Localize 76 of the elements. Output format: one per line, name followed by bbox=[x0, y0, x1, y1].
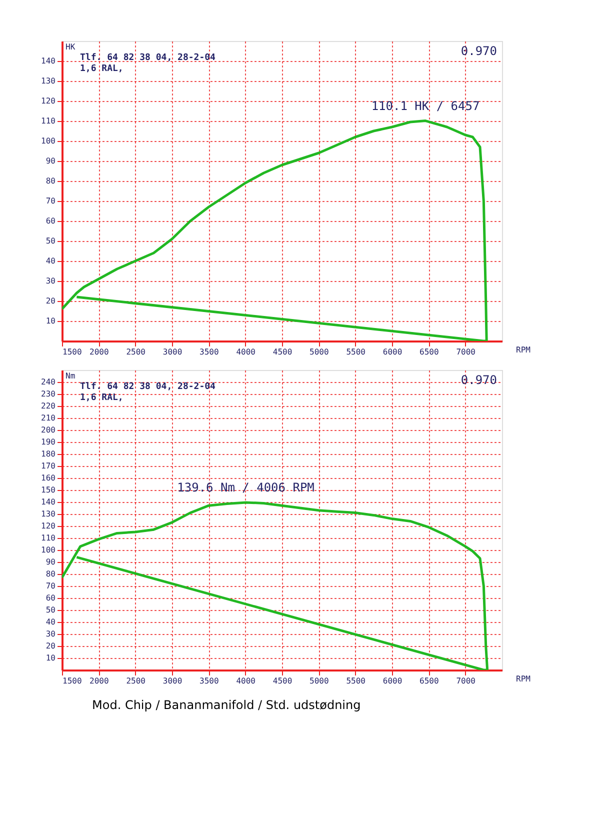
x-tick-label: 2500 bbox=[126, 348, 146, 356]
line-series bbox=[62, 120, 488, 341]
y-tick-label: 140 bbox=[41, 498, 56, 506]
y-tick-label: 230 bbox=[41, 390, 56, 398]
y-tick-label: 60 bbox=[46, 216, 56, 226]
y-tick-label: 30 bbox=[46, 276, 56, 286]
y-tick-label: 150 bbox=[41, 486, 56, 494]
y-tick-label: 50 bbox=[46, 606, 56, 614]
annotation: 0.970 bbox=[460, 44, 497, 58]
annotation: Tlf. 64 82 38 04, 28-2-04 bbox=[80, 382, 216, 392]
x-tick-label: 4000 bbox=[236, 676, 256, 686]
y-tick-label: 240 bbox=[41, 378, 56, 386]
x-tick-label: 7000 bbox=[456, 676, 476, 686]
y-tick-label: 130 bbox=[41, 76, 56, 86]
x-tick-label: 3500 bbox=[200, 348, 219, 356]
y-tick-label: 60 bbox=[46, 594, 56, 602]
x-tick-label: 2500 bbox=[126, 676, 146, 686]
y-tick-label: 180 bbox=[41, 450, 56, 458]
y-tick-label: 130 bbox=[41, 510, 56, 518]
x-tick-label: 7000 bbox=[456, 348, 476, 356]
y-tick-label: 220 bbox=[41, 402, 56, 410]
x-tick-label: 6500 bbox=[420, 348, 439, 356]
x-tick-label: 6000 bbox=[382, 348, 402, 356]
x-tick-label: 6500 bbox=[420, 676, 439, 686]
y-tick-label: 10 bbox=[46, 316, 56, 326]
y-tick-label: 210 bbox=[41, 414, 56, 422]
y-axis-title: Nm bbox=[66, 372, 76, 380]
y-tick-label: 140 bbox=[41, 56, 56, 66]
y-tick-label: 50 bbox=[46, 236, 56, 246]
y-tick-label: 190 bbox=[41, 438, 56, 446]
y-tick-label: 40 bbox=[46, 256, 56, 266]
x-tick-label: 5000 bbox=[310, 676, 329, 686]
x-tick-label: 6000 bbox=[382, 676, 402, 686]
y-tick-label: 120 bbox=[41, 96, 56, 106]
y-tick-label: 20 bbox=[46, 296, 56, 306]
x-tick-label: 5500 bbox=[346, 348, 366, 356]
annotation: 1,6 RAL, bbox=[80, 393, 124, 403]
y-axis-title: HK bbox=[66, 42, 76, 52]
y-tick-label: 90 bbox=[46, 558, 56, 566]
y-tick-label: 20 bbox=[46, 642, 56, 650]
x-tick-label: 4000 bbox=[236, 348, 256, 356]
annotation: 110.1 HK / 6457 bbox=[371, 98, 480, 113]
y-tick-label: 10 bbox=[46, 654, 56, 662]
y-tick-label: 40 bbox=[46, 618, 56, 626]
x-tick-label: 1500 bbox=[62, 348, 82, 356]
y-tick-label: 70 bbox=[46, 196, 56, 206]
y-tick-label: 90 bbox=[46, 156, 56, 166]
y-tick-label: 120 bbox=[41, 522, 56, 530]
y-tick-label: 80 bbox=[46, 176, 56, 186]
line-series bbox=[62, 501, 489, 670]
x-tick-label: 4500 bbox=[272, 676, 292, 686]
x-axis-title: RPM bbox=[516, 674, 531, 684]
x-axis-title: RPM bbox=[516, 346, 531, 354]
annotation: Tlf. 64 82 38 04, 28-2-04 bbox=[80, 53, 216, 63]
x-tick-label: 3000 bbox=[162, 676, 182, 686]
annotation: 1,6 RAL, bbox=[80, 64, 124, 74]
y-tick-label: 100 bbox=[41, 546, 56, 554]
y-tick-label: 110 bbox=[41, 116, 56, 126]
text: Mod. Chip / Bananmanifold / Std. udstødning bbox=[92, 698, 361, 712]
y-tick-label: 70 bbox=[46, 582, 56, 590]
x-tick-label: 5000 bbox=[310, 348, 329, 356]
y-tick-label: 100 bbox=[41, 136, 56, 146]
x-tick-label: 3500 bbox=[200, 676, 219, 686]
x-tick-label: 2000 bbox=[90, 676, 109, 686]
x-tick-label: 4500 bbox=[272, 348, 292, 356]
annotation: 0.970 bbox=[460, 373, 497, 387]
y-tick-label: 30 bbox=[46, 630, 56, 638]
y-tick-label: 110 bbox=[41, 534, 56, 542]
y-tick-label: 170 bbox=[41, 462, 56, 470]
y-tick-label: 80 bbox=[46, 570, 56, 578]
y-tick-label: 160 bbox=[41, 474, 56, 482]
x-tick-label: 1500 bbox=[62, 676, 82, 686]
x-tick-label: 2000 bbox=[90, 348, 109, 356]
x-tick-label: 3000 bbox=[162, 348, 182, 356]
y-tick-label: 200 bbox=[41, 426, 56, 434]
x-tick-label: 5500 bbox=[346, 676, 366, 686]
